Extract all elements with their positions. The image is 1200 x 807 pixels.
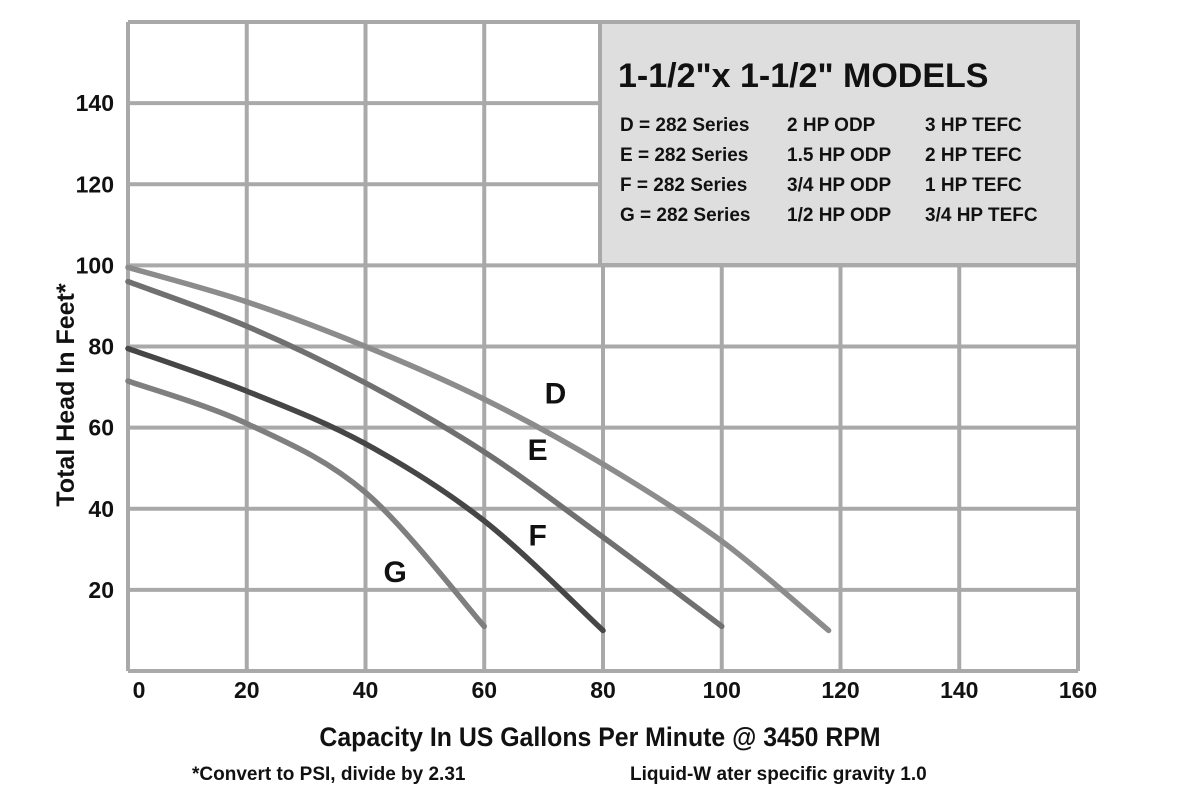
x-tick-label: 20 xyxy=(234,677,260,703)
legend-entry: 1/2 HP ODP xyxy=(787,205,892,226)
y-tick-label: 100 xyxy=(76,252,114,278)
curve-label-d: D xyxy=(545,377,567,410)
legend-entry: 2 HP TEFC xyxy=(925,145,1022,166)
psi-note: *Convert to PSI, divide by 2.31 xyxy=(192,764,466,785)
y-tick-label: 40 xyxy=(88,496,114,522)
series-line-e xyxy=(125,278,725,630)
legend-entry: 3 HP TEFC xyxy=(925,115,1022,136)
legend-entry: G = 282 Series xyxy=(620,205,750,226)
y-tick-label: 120 xyxy=(76,171,114,197)
series-line-d xyxy=(125,264,832,634)
curves: DE F G xyxy=(125,264,832,634)
legend-title: 1-1/2"x 1-1/2" MODELS xyxy=(618,57,988,95)
y-axis-label: Total Head In Feet* xyxy=(52,283,80,506)
x-tick-label: 160 xyxy=(1059,677,1097,703)
series-line-g xyxy=(125,378,487,630)
series-line-f xyxy=(125,345,606,634)
legend-entry: 3/4 HP TEFC xyxy=(925,205,1038,226)
tick-labels: 0 20 40 60 80 100 120 140 160 20 40 60 80 100 120 140 xyxy=(76,90,1098,703)
curve-label-e: E xyxy=(528,434,548,467)
legend-entry: F = 282 Series xyxy=(620,175,747,196)
y-tick-label: 20 xyxy=(88,577,114,603)
curve-label-f: F xyxy=(529,519,547,552)
legend-entry: 2 HP ODP xyxy=(787,115,876,136)
legend-entry: 3/4 HP ODP xyxy=(787,175,892,196)
legend-entry: E = 282 Series xyxy=(620,145,748,166)
legend-box xyxy=(598,20,1080,267)
gravity-note: Liquid-W ater specific gravity 1.0 xyxy=(630,764,927,785)
x-tick-label: 0 xyxy=(133,677,146,703)
x-tick-label: 100 xyxy=(703,677,741,703)
y-tick-label: 140 xyxy=(76,90,114,116)
legend-entry: 1 HP TEFC xyxy=(925,175,1022,196)
curve-label-g: G xyxy=(384,556,407,589)
legend: 1-1/2"x 1-1/2" MODELS D = 282 Series 2 HP… xyxy=(598,20,1080,267)
x-tick-label: 40 xyxy=(353,677,379,703)
x-tick-label: 60 xyxy=(471,677,497,703)
x-tick-label: 140 xyxy=(940,677,978,703)
x-tick-label: 80 xyxy=(590,677,616,703)
legend-entry: 1.5 HP ODP xyxy=(787,145,892,166)
x-axis-label: Capacity In US Gallons Per Minute @ 3450… xyxy=(319,722,881,752)
legend-entry: D = 282 Series xyxy=(620,115,749,136)
y-tick-label: 60 xyxy=(88,415,114,441)
x-tick-label: 120 xyxy=(821,677,859,703)
y-tick-label: 80 xyxy=(88,334,114,360)
